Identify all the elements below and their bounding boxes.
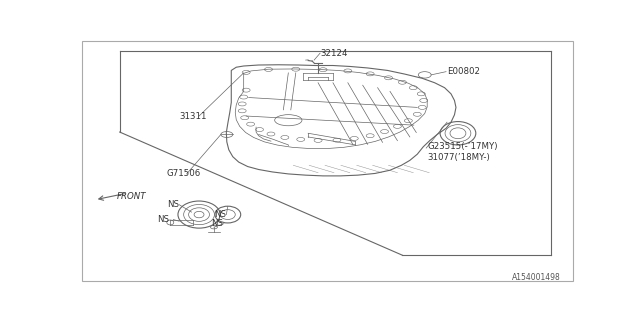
Text: NS: NS — [214, 210, 226, 219]
Text: 32124: 32124 — [321, 49, 348, 58]
Text: NS: NS — [157, 215, 169, 224]
Text: FRONT: FRONT — [117, 192, 147, 201]
Text: NS: NS — [167, 200, 179, 209]
Text: 31311: 31311 — [179, 111, 207, 121]
Text: 31077(’18MY-): 31077(’18MY-) — [428, 153, 490, 163]
Text: E00802: E00802 — [447, 67, 480, 76]
Text: A154001498: A154001498 — [511, 273, 560, 282]
Text: G71506: G71506 — [167, 169, 201, 179]
Text: NS: NS — [211, 219, 223, 228]
Text: G23515(-’17MY): G23515(-’17MY) — [428, 142, 498, 151]
